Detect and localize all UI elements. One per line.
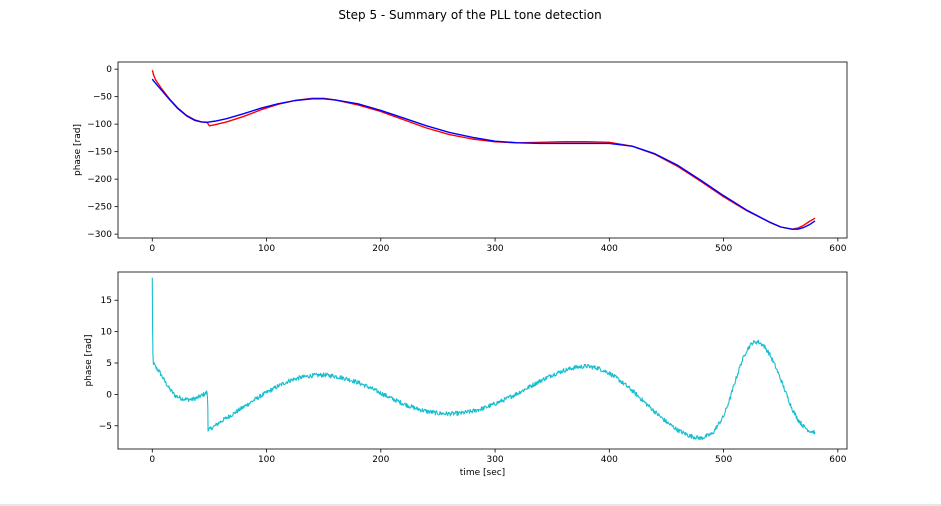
x-tick-label: 600 — [829, 244, 846, 254]
y-tick-label: 0 — [106, 65, 112, 75]
x-tick-label: 500 — [715, 244, 732, 254]
x-tick-label: 200 — [372, 455, 389, 465]
y-tick-label: −5 — [99, 422, 112, 432]
x-tick-label: 100 — [258, 244, 275, 254]
y-tick-label: 5 — [106, 359, 112, 369]
x-tick-label: 200 — [372, 244, 389, 254]
x-tick-label: 400 — [601, 455, 618, 465]
x-tick-label: 500 — [715, 455, 732, 465]
figure-suptitle: Step 5 - Summary of the PLL tone detecti… — [338, 8, 601, 22]
x-axis-label: time [sec] — [460, 468, 505, 478]
x-tick-label: 0 — [149, 244, 155, 254]
axes-frame — [117, 271, 848, 450]
series-line-2 — [151, 78, 816, 230]
y-tick-label: 15 — [101, 296, 112, 306]
y-tick-label: −50 — [93, 93, 112, 103]
x-tick-label: 100 — [258, 455, 275, 465]
y-tick-label: −150 — [87, 148, 112, 158]
y-tick-label: 0 — [106, 390, 112, 400]
y-tick-label: −100 — [87, 120, 112, 130]
x-tick-label: 400 — [601, 244, 618, 254]
y-tick-label: −300 — [87, 230, 112, 240]
y-tick-label: 10 — [101, 328, 113, 338]
y-axis-label: phase [rad] — [73, 124, 83, 176]
y-axis-label: phase [rad] — [84, 335, 94, 387]
bottom-phase-error-panel: 0 100 200 300 400 500 600 15 10 5 0 −5 phase [rad] ti… — [84, 271, 848, 478]
window-bottom-border — [0, 504, 941, 506]
y-tick-label: −200 — [87, 175, 112, 185]
x-tick-label: 600 — [829, 455, 846, 465]
axes-frame — [117, 61, 848, 239]
x-tick-label: 0 — [149, 455, 155, 465]
x-tick-label: 300 — [486, 455, 503, 465]
top-phase-panel: 0 100 200 300 400 500 600 0 −50 −100 −150 −200 −250 −… — [73, 61, 848, 254]
series-line-1 — [151, 277, 816, 441]
y-tick-label: −250 — [87, 203, 112, 213]
x-tick-label: 300 — [486, 244, 503, 254]
